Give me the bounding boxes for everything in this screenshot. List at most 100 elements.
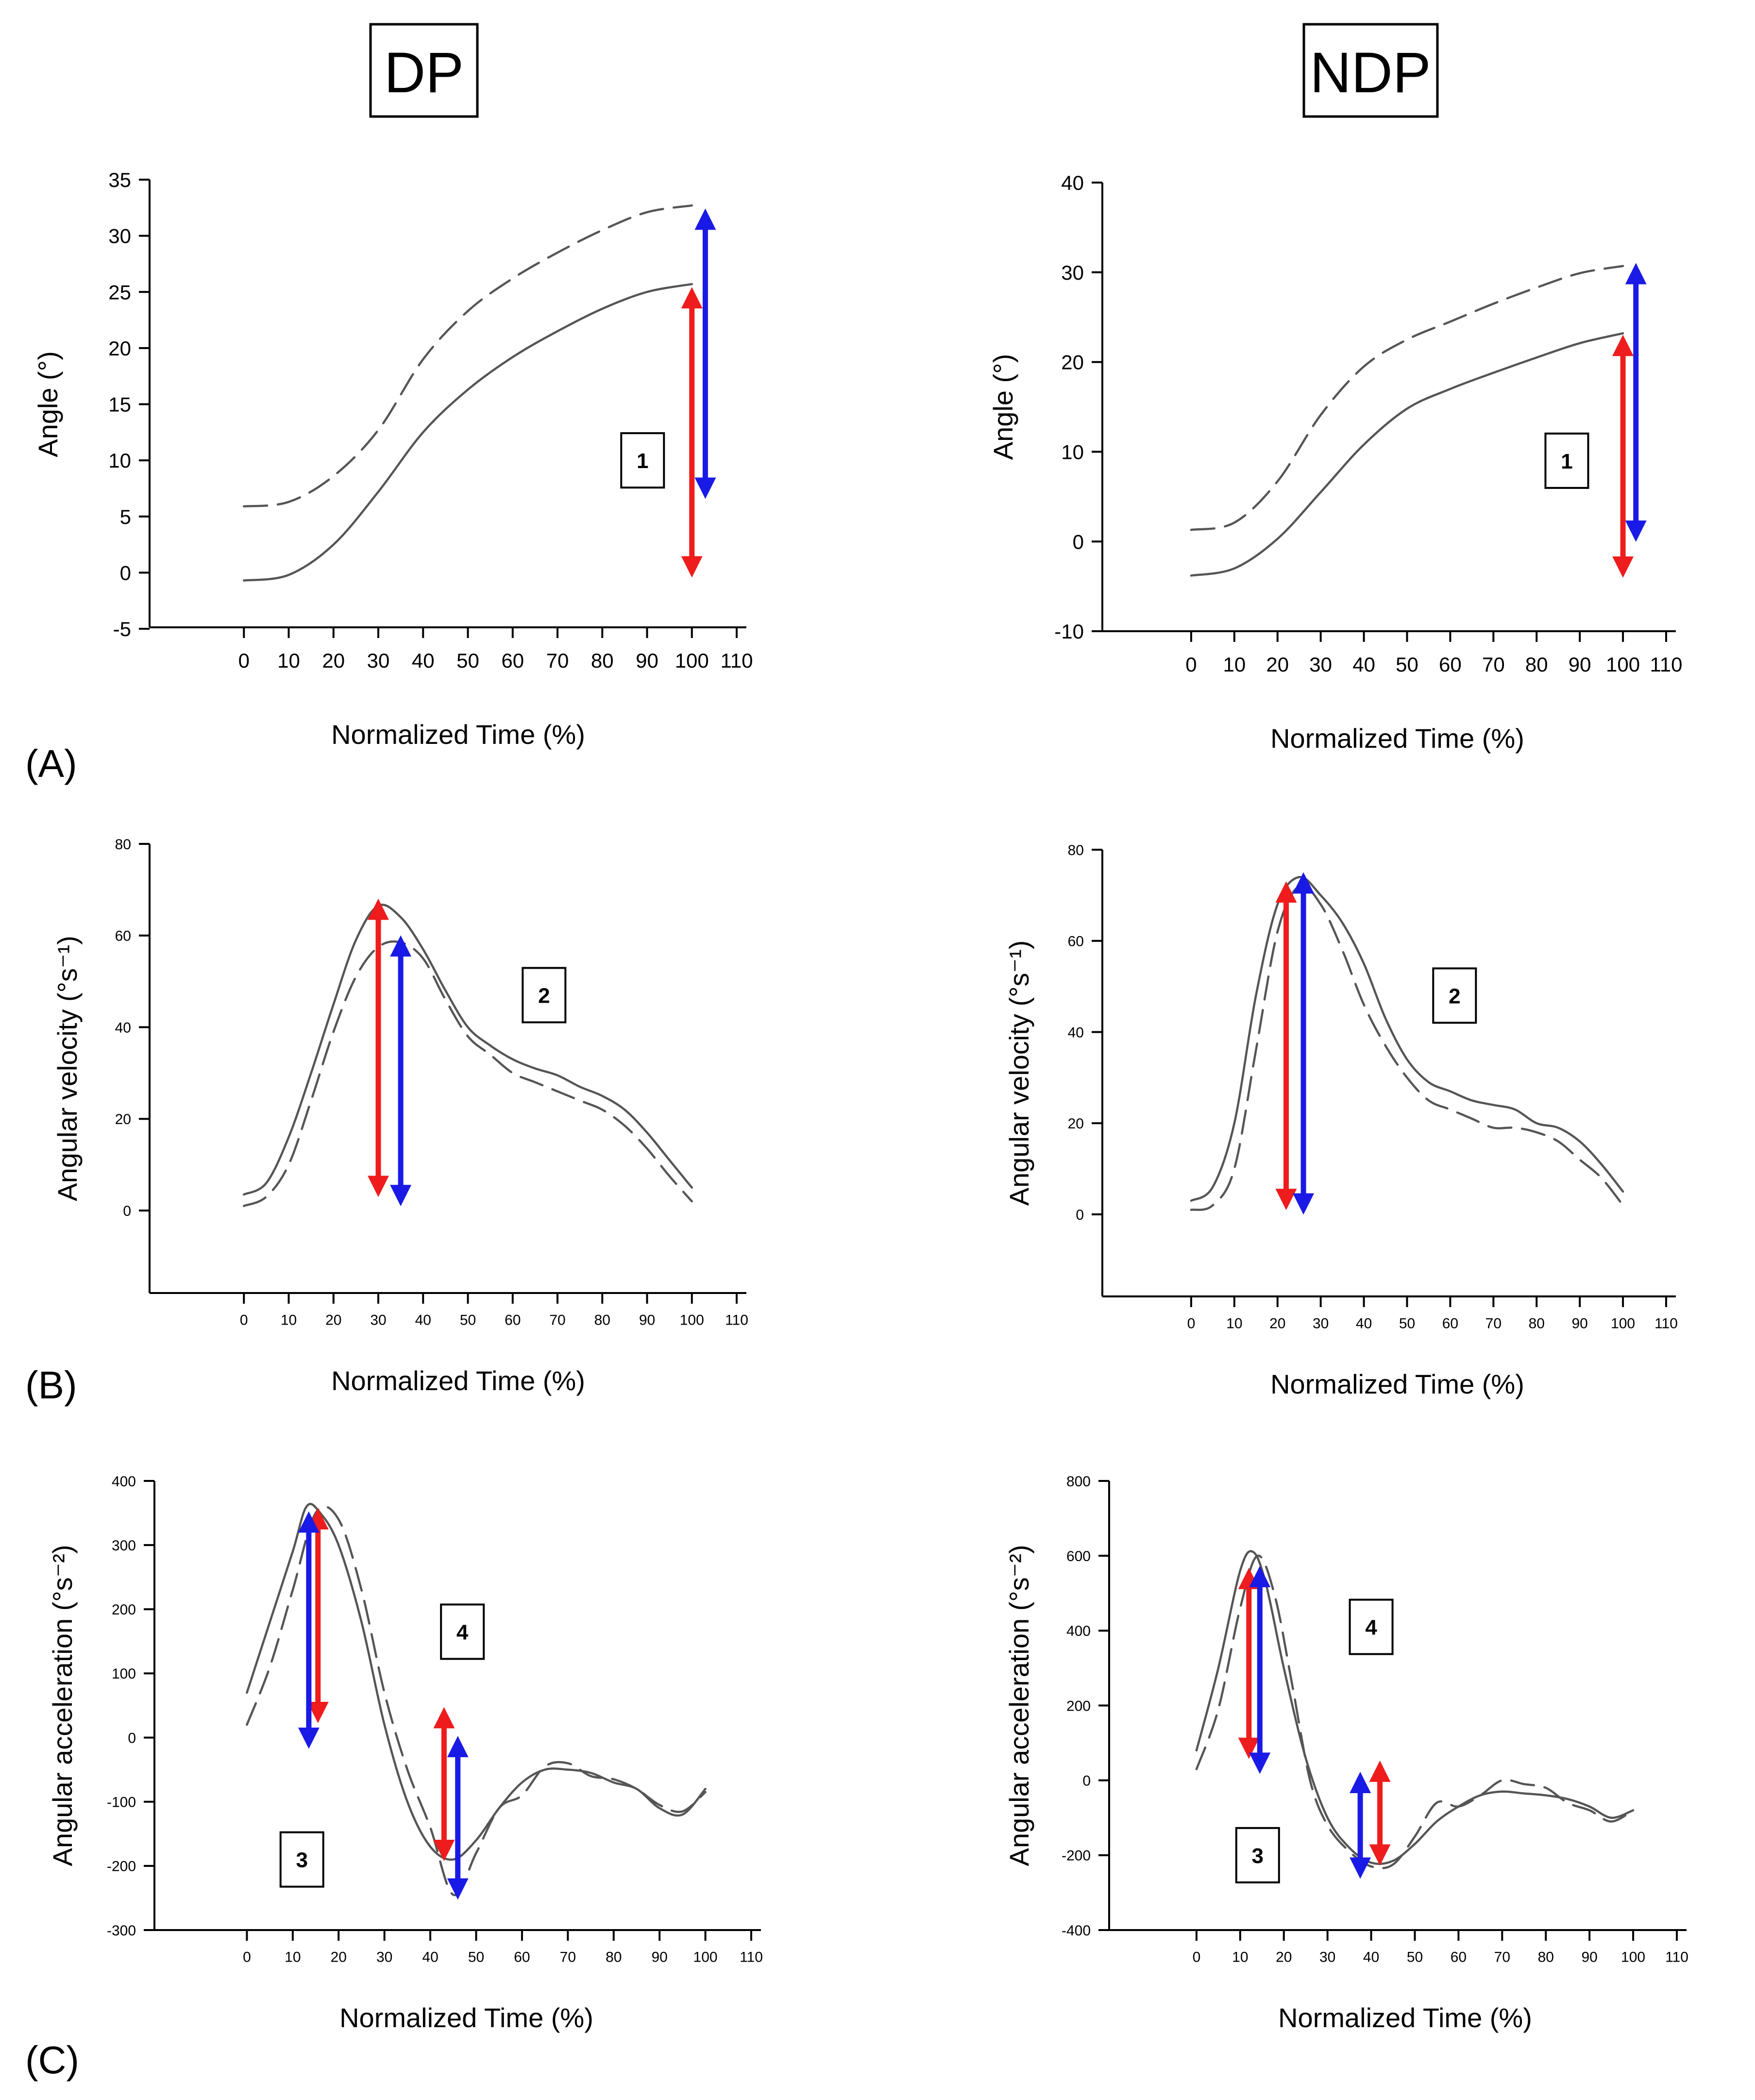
x-tick-label: 70 [560, 1949, 576, 1966]
x-tick-label: 40 [415, 1312, 431, 1328]
x-axis-label: Normalized Time (%) [331, 1365, 585, 1396]
x-tick-label: 50 [456, 649, 479, 672]
series-line-solid [246, 1503, 707, 1861]
annotation-label: 4 [1365, 1616, 1377, 1640]
x-tick-label: 100 [1621, 1949, 1645, 1966]
annotation-box [620, 432, 665, 489]
y-tick-label: 0 [128, 1730, 136, 1746]
series-line-solid [1190, 332, 1624, 577]
x-tick-label: 0 [238, 649, 250, 672]
x-tick-label: 60 [1442, 1316, 1458, 1332]
chart-angle-ndp: -10 0 10 20 30 40 0 10 20 30 40 50 60 70 80 90 100 110 Nor… [988, 171, 1682, 754]
y-tick-label: 30 [108, 225, 131, 248]
x-tick-label: 20 [325, 1312, 341, 1328]
x-tick-label: 90 [639, 1312, 655, 1328]
y-tick-label: 400 [112, 1474, 136, 1490]
x-tick-label: 30 [370, 1312, 386, 1328]
x-tick-label: 50 [468, 1949, 484, 1966]
y-tick-label: -10 [1054, 620, 1084, 643]
chart-velocity-ndp: 0 20 40 60 80 0 10 20 30 40 50 60 70 80 90 100 110 Normal… [1004, 842, 1678, 1399]
x-tick-label: 20 [322, 649, 345, 672]
y-tick-label: 20 [108, 337, 131, 360]
x-tick-label: 90 [651, 1949, 667, 1966]
x-tick-label: 100 [693, 1949, 718, 1966]
x-tick-label: 80 [606, 1949, 622, 1966]
x-tick-label: 0 [240, 1312, 248, 1328]
y-tick-label: 20 [1068, 1116, 1084, 1132]
y-tick-label: 60 [115, 928, 131, 944]
x-tick-label: 100 [680, 1312, 704, 1328]
panel-label-c: (C) [25, 2038, 79, 2082]
x-axis-label: Normalized Time (%) [1270, 723, 1524, 754]
series-line-solid [243, 283, 693, 582]
x-axis-label: Normalized Time (%) [339, 2002, 593, 2033]
x-tick-label: 30 [367, 649, 390, 672]
y-tick-label: 200 [112, 1602, 136, 1618]
column-header-dp-text: DP [384, 41, 464, 105]
x-tick-label: 10 [281, 1312, 297, 1328]
y-tick-label: 10 [1061, 441, 1084, 464]
x-tick-label: 80 [594, 1312, 610, 1328]
y-tick-label: -200 [107, 1859, 136, 1875]
x-tick-label: 70 [1485, 1316, 1502, 1332]
series-line-dashed [243, 204, 693, 508]
annotation-box [1349, 1598, 1394, 1655]
x-tick-label: 110 [1654, 1316, 1678, 1332]
annotation-label: 3 [296, 1848, 307, 1872]
y-tick-label: 5 [120, 505, 131, 528]
x-tick-label: 60 [1451, 1949, 1467, 1966]
x-tick-label: 80 [591, 649, 614, 672]
x-tick-label: 50 [460, 1312, 476, 1328]
x-tick-label: 40 [412, 649, 435, 672]
y-tick-label: 0 [1076, 1207, 1084, 1223]
x-tick-label: 10 [285, 1949, 301, 1966]
x-tick-label: 0 [243, 1949, 251, 1966]
y-tick-label: -5 [113, 618, 131, 640]
x-tick-label: 110 [1650, 653, 1683, 676]
x-tick-label: 110 [725, 1312, 748, 1328]
x-tick-label: 40 [422, 1949, 438, 1966]
y-tick-label: 60 [1068, 934, 1084, 950]
annotation-box [522, 967, 567, 1024]
y-tick-label: -400 [1062, 1923, 1091, 1939]
y-tick-label: 0 [120, 561, 131, 584]
x-tick-label: 20 [331, 1949, 347, 1966]
x-tick-label: 30 [1319, 1949, 1335, 1966]
y-tick-label: 0 [123, 1203, 131, 1219]
x-tick-label: 70 [546, 649, 569, 672]
annotation-box [440, 1603, 485, 1660]
column-header-ndp-text: NDP [1310, 41, 1431, 105]
x-tick-label: 100 [675, 649, 709, 672]
x-tick-label: 70 [1494, 1949, 1510, 1966]
y-axis-label: Angle (°) [988, 354, 1018, 460]
y-tick-label: 40 [1068, 1025, 1084, 1041]
y-tick-label: 20 [115, 1111, 131, 1127]
y-tick-label: 300 [112, 1538, 136, 1554]
x-tick-label: 50 [1399, 1316, 1415, 1332]
x-tick-label: 30 [1309, 653, 1332, 676]
y-tick-label: 80 [1068, 842, 1084, 858]
x-tick-label: 110 [740, 1949, 763, 1966]
x-tick-label: 90 [1571, 1316, 1587, 1332]
x-tick-label: 80 [1538, 1949, 1554, 1966]
series-line-dashed [1190, 265, 1624, 531]
annotation-label: 2 [1449, 984, 1460, 1008]
y-tick-label: 25 [108, 281, 131, 303]
x-tick-label: 20 [1269, 1316, 1285, 1332]
x-tick-label: 20 [1276, 1949, 1292, 1966]
x-tick-label: 30 [376, 1949, 392, 1966]
y-tick-label: 15 [108, 393, 131, 416]
y-tick-label: 800 [1066, 1474, 1091, 1490]
y-tick-label: 200 [1066, 1698, 1091, 1714]
x-tick-label: 80 [1529, 1316, 1545, 1332]
series-line-dashed [1195, 1554, 1635, 1869]
x-tick-label: 70 [549, 1312, 565, 1328]
x-tick-label: 90 [1581, 1949, 1597, 1966]
y-axis-label: Angular velocity (°s⁻¹) [52, 936, 83, 1201]
y-tick-label: 0 [1082, 1773, 1091, 1789]
y-tick-label: -100 [107, 1795, 136, 1811]
x-tick-label: 40 [1352, 653, 1375, 676]
y-tick-label: -300 [107, 1923, 136, 1939]
y-axis-label: Angular velocity (°s⁻¹) [1004, 941, 1034, 1206]
